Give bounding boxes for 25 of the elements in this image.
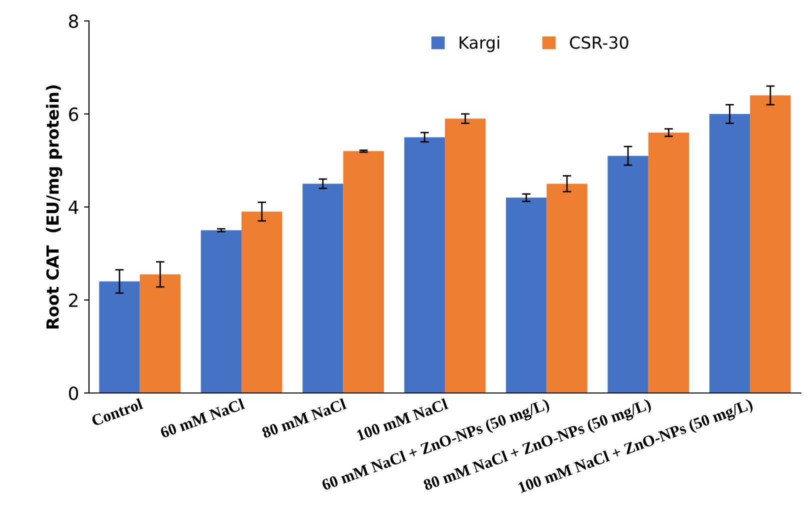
bar	[200, 230, 242, 393]
bar	[444, 118, 486, 393]
bar	[546, 184, 588, 393]
y-tick-label: 0	[68, 386, 78, 400]
y-tick-label: 4	[68, 200, 78, 214]
bar	[648, 132, 690, 393]
y-tick-label: 2	[69, 293, 78, 307]
bar	[404, 137, 445, 393]
x-tick-label: 80 mM NaCl	[261, 398, 347, 438]
bar	[242, 212, 282, 393]
bar	[302, 184, 344, 393]
bar	[709, 114, 750, 393]
y-tick-label: 6	[69, 107, 78, 122]
x-tick-label: Control	[90, 398, 144, 426]
y-axis-title: Root CAT (EU/mg protein)	[46, 85, 62, 328]
y-tick-label: 8	[69, 14, 78, 28]
x-tick-label: 60 mM NaCl	[160, 398, 246, 438]
bar	[99, 281, 140, 393]
bar	[608, 156, 648, 393]
legend-label: CSR-30	[570, 36, 628, 49]
bar	[750, 95, 791, 393]
legend-label: Kargi	[460, 36, 500, 52]
bar	[343, 151, 384, 393]
bar	[506, 198, 547, 393]
bar	[140, 274, 181, 393]
